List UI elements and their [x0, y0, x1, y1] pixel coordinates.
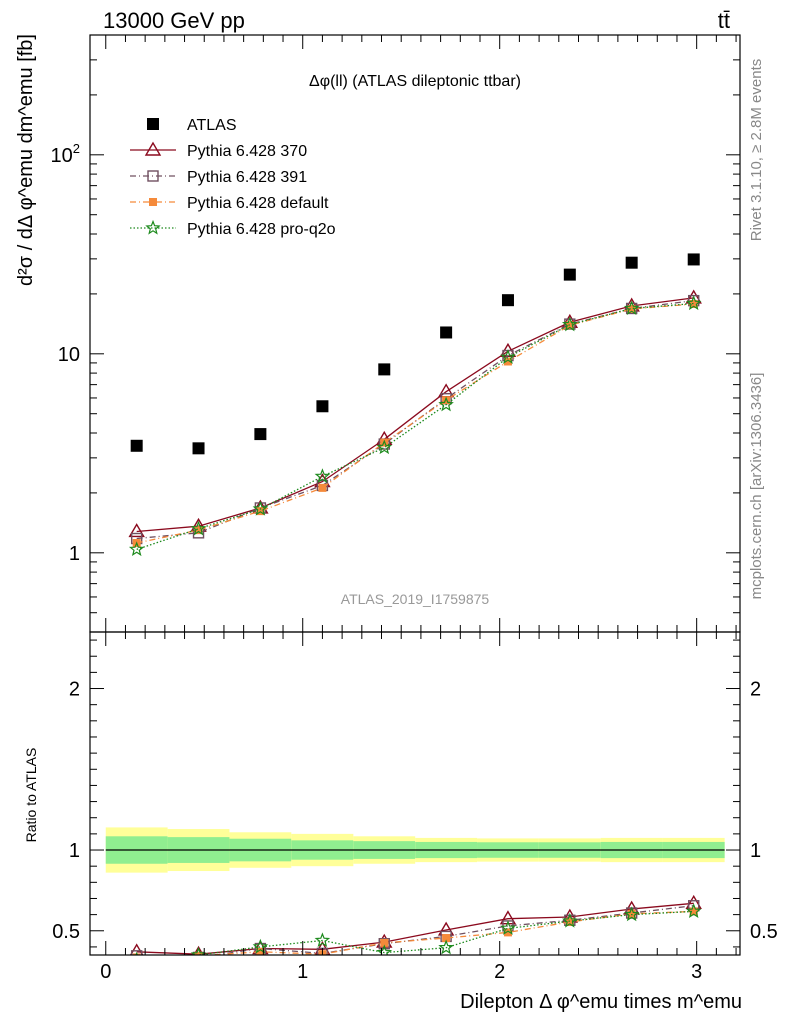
text-labels: 13000 GeV pp tt̄ Δφ(ll) (ATLAS dileptoni… [15, 8, 765, 1013]
main-series-line [136, 302, 694, 551]
y-tick-label: 102 [51, 141, 80, 167]
header-right: tt̄ [718, 8, 730, 33]
mc-point [561, 316, 578, 332]
ratio-point [627, 909, 636, 918]
x-axis-label: Dilepton Δ φ^emu times m^emu [460, 991, 742, 1013]
ratio-point [562, 912, 578, 928]
mc-point [685, 295, 702, 311]
ratio-point [256, 947, 265, 955]
ratio-y-tick-label: 0.5 [52, 921, 80, 943]
ratio-point [380, 938, 389, 947]
ratio-y-tick-label: 2 [69, 679, 80, 701]
main-series-line [136, 297, 694, 533]
data-point [378, 363, 391, 376]
mc-point [318, 483, 327, 492]
main-panel [128, 253, 702, 557]
ratio-series-line [210, 905, 694, 955]
legend-entry: Pythia 6.428 pro-q2o [187, 221, 336, 238]
data-point [254, 428, 267, 441]
mc-point [627, 304, 636, 313]
y-axis-label: d²σ / dΔ φ^emu dm^emu [fb] [15, 34, 37, 286]
main-series-line [136, 303, 694, 544]
header-left: 13000 GeV pp [103, 8, 245, 33]
legend-entry: ATLAS [187, 117, 237, 134]
mc-point [314, 468, 331, 484]
ratio-point [689, 907, 698, 916]
legend-marker [149, 198, 157, 206]
mc-point [194, 526, 203, 535]
legend-entry: Pythia 6.428 370 [187, 143, 307, 160]
x-tick-label: 0 [100, 961, 111, 983]
data-point [501, 294, 514, 307]
ratio-point [565, 917, 574, 926]
mc-point [500, 349, 516, 364]
rivet-label: Rivet 3.1.10, ≥ 2.8M events [748, 59, 765, 242]
mc-point [689, 299, 698, 308]
data-point [687, 253, 700, 266]
ratio-frame [89, 631, 741, 956]
mc-point [128, 523, 145, 538]
ratio-point [500, 920, 516, 935]
legend-marker [147, 118, 159, 130]
y-tick-label: 10 [58, 344, 80, 366]
ratio-point [438, 939, 454, 955]
ratio-y-tick-label-right: 1 [750, 840, 761, 862]
data-point [130, 439, 143, 452]
ratio-point [503, 928, 512, 937]
ratio-series-line [136, 902, 694, 955]
ratio-y-axis-label: Ratio to ATLAS [23, 748, 39, 843]
legend-entry: Pythia 6.428 391 [187, 169, 307, 186]
ratio-series [129, 894, 702, 955]
legend-marker [144, 141, 162, 156]
ratio-y-tick-label-right: 2 [750, 679, 761, 701]
ratio-point [623, 906, 640, 922]
legend-entry: Pythia 6.428 default [187, 195, 329, 212]
mc-point [190, 520, 207, 536]
ratio-point [685, 903, 702, 919]
plot-frames: 1 10 102 0 1 2 3 0.5 0.5 1 1 2 2 [51, 34, 778, 983]
ratio-point [194, 951, 203, 955]
ratio-panel [105, 827, 725, 955]
x-tick-label: 3 [691, 961, 702, 983]
ratio-point [376, 944, 393, 955]
ratio-point [499, 910, 517, 925]
ratio-point [314, 932, 331, 948]
mc-point [252, 500, 269, 516]
mc-point [438, 396, 454, 412]
ratio-point [130, 950, 143, 955]
ratio-series-line [200, 910, 694, 955]
main-title: Δφ(ll) (ATLAS dileptonic ttbar) [309, 73, 521, 90]
legend: ATLAS Pythia 6.428 370 Pythia 6.428 391 Pyt… [130, 117, 336, 238]
mc-point [623, 300, 640, 316]
data-point [563, 268, 576, 281]
data-point [440, 326, 453, 339]
x-tick-label: 2 [494, 961, 505, 983]
main-series-line [136, 299, 694, 540]
mc-point [442, 396, 451, 405]
ratio-series-line [190, 910, 694, 955]
x-tick-label: 1 [297, 961, 308, 983]
legend-marker [147, 170, 159, 182]
watermark: ATLAS_2019_I1759875 [341, 591, 490, 607]
ratio-point [190, 946, 207, 955]
data-point [192, 442, 205, 455]
mcplots-label: mcplots.cern.ch [arXiv:1306.3436] [748, 373, 765, 600]
data-point [625, 256, 638, 269]
y-tick-label: 1 [69, 543, 80, 565]
ratio-point [252, 938, 269, 954]
mc-point [128, 541, 145, 557]
data-point [316, 400, 329, 413]
legend-marker [145, 219, 161, 235]
mc-point [503, 357, 512, 366]
mc-point [376, 439, 393, 455]
ratio-point [442, 934, 451, 943]
ratio-y-tick-label-right: 0.5 [750, 921, 778, 943]
ratio-y-tick-label: 1 [69, 840, 80, 862]
